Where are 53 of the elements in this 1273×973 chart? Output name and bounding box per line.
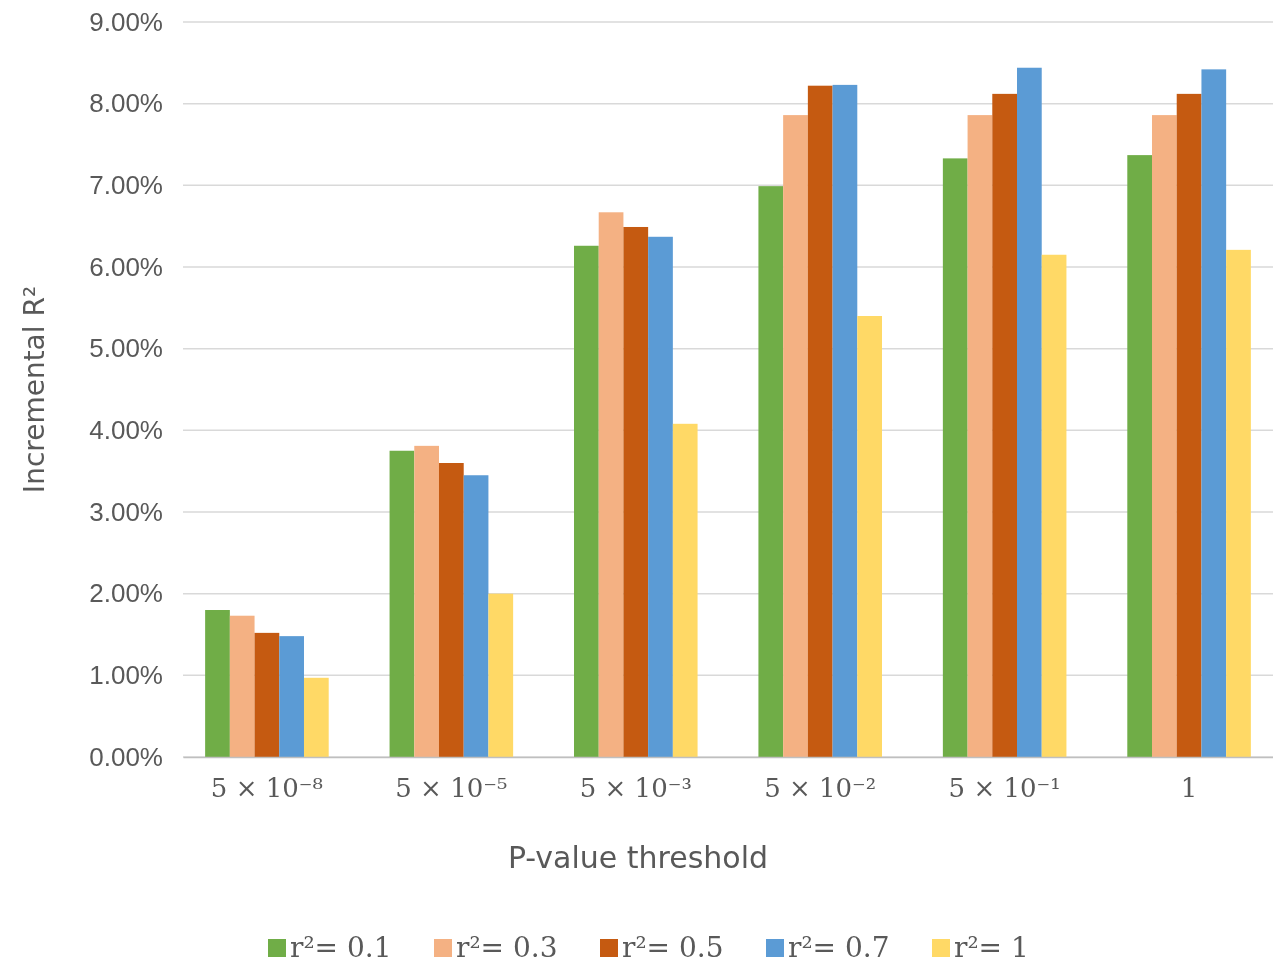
bar	[1152, 115, 1177, 757]
x-tick-label: 5 × 10⁻²	[764, 773, 877, 804]
bar	[279, 636, 304, 757]
y-tick-label: 5.00%	[89, 333, 163, 364]
bar	[758, 186, 784, 757]
y-axis-title: Incremental R²	[18, 285, 51, 494]
bar	[1041, 254, 1067, 757]
y-tick-label: 2.00%	[89, 578, 163, 609]
bar	[229, 615, 255, 757]
bar	[574, 245, 599, 757]
bar	[807, 85, 833, 757]
bar	[389, 450, 415, 757]
bar	[992, 93, 1018, 757]
legend-label: r²= 0.5	[622, 931, 724, 964]
x-tick-label: 5 × 10⁻⁵	[395, 773, 508, 804]
legend-label: r²= 1	[954, 931, 1029, 964]
bar	[648, 236, 673, 757]
y-tick-label: 0.00%	[89, 741, 163, 772]
bar	[1127, 155, 1153, 757]
y-tick-label: 6.00%	[89, 251, 163, 282]
bar	[967, 115, 993, 757]
bar	[303, 677, 329, 757]
legend-label: r²= 0.7	[788, 931, 890, 964]
bar	[1226, 249, 1251, 757]
bar	[205, 610, 230, 757]
bar	[1176, 93, 1202, 757]
bar	[623, 226, 649, 757]
bar	[1201, 69, 1227, 757]
bar	[598, 212, 624, 757]
y-tick-label: 9.00%	[89, 6, 163, 37]
y-tick-label: 1.00%	[89, 660, 163, 691]
bar	[672, 423, 698, 757]
bar	[488, 593, 514, 757]
bar	[414, 445, 439, 757]
bar	[783, 115, 808, 757]
bar	[857, 316, 882, 757]
bar	[463, 475, 489, 757]
bar	[1017, 67, 1042, 757]
legend-label: r²= 0.1	[290, 931, 392, 964]
y-tick-label: 7.00%	[89, 170, 163, 201]
x-tick-label: 1	[1180, 773, 1198, 804]
bar	[254, 632, 280, 757]
x-tick-label: 5 × 10⁻⁸	[210, 773, 323, 804]
bar	[832, 84, 858, 757]
y-tick-label: 8.00%	[89, 88, 163, 119]
y-tick-label: 4.00%	[89, 415, 163, 446]
legend-label: r²= 0.3	[456, 931, 558, 964]
y-tick-label: 3.00%	[89, 496, 163, 527]
bar	[942, 158, 968, 757]
x-axis-title: P-value threshold	[507, 840, 769, 875]
x-tick-label: 5 × 10⁻³	[579, 773, 692, 804]
x-tick-label: 5 × 10⁻¹	[948, 773, 1061, 804]
bar	[438, 463, 464, 757]
